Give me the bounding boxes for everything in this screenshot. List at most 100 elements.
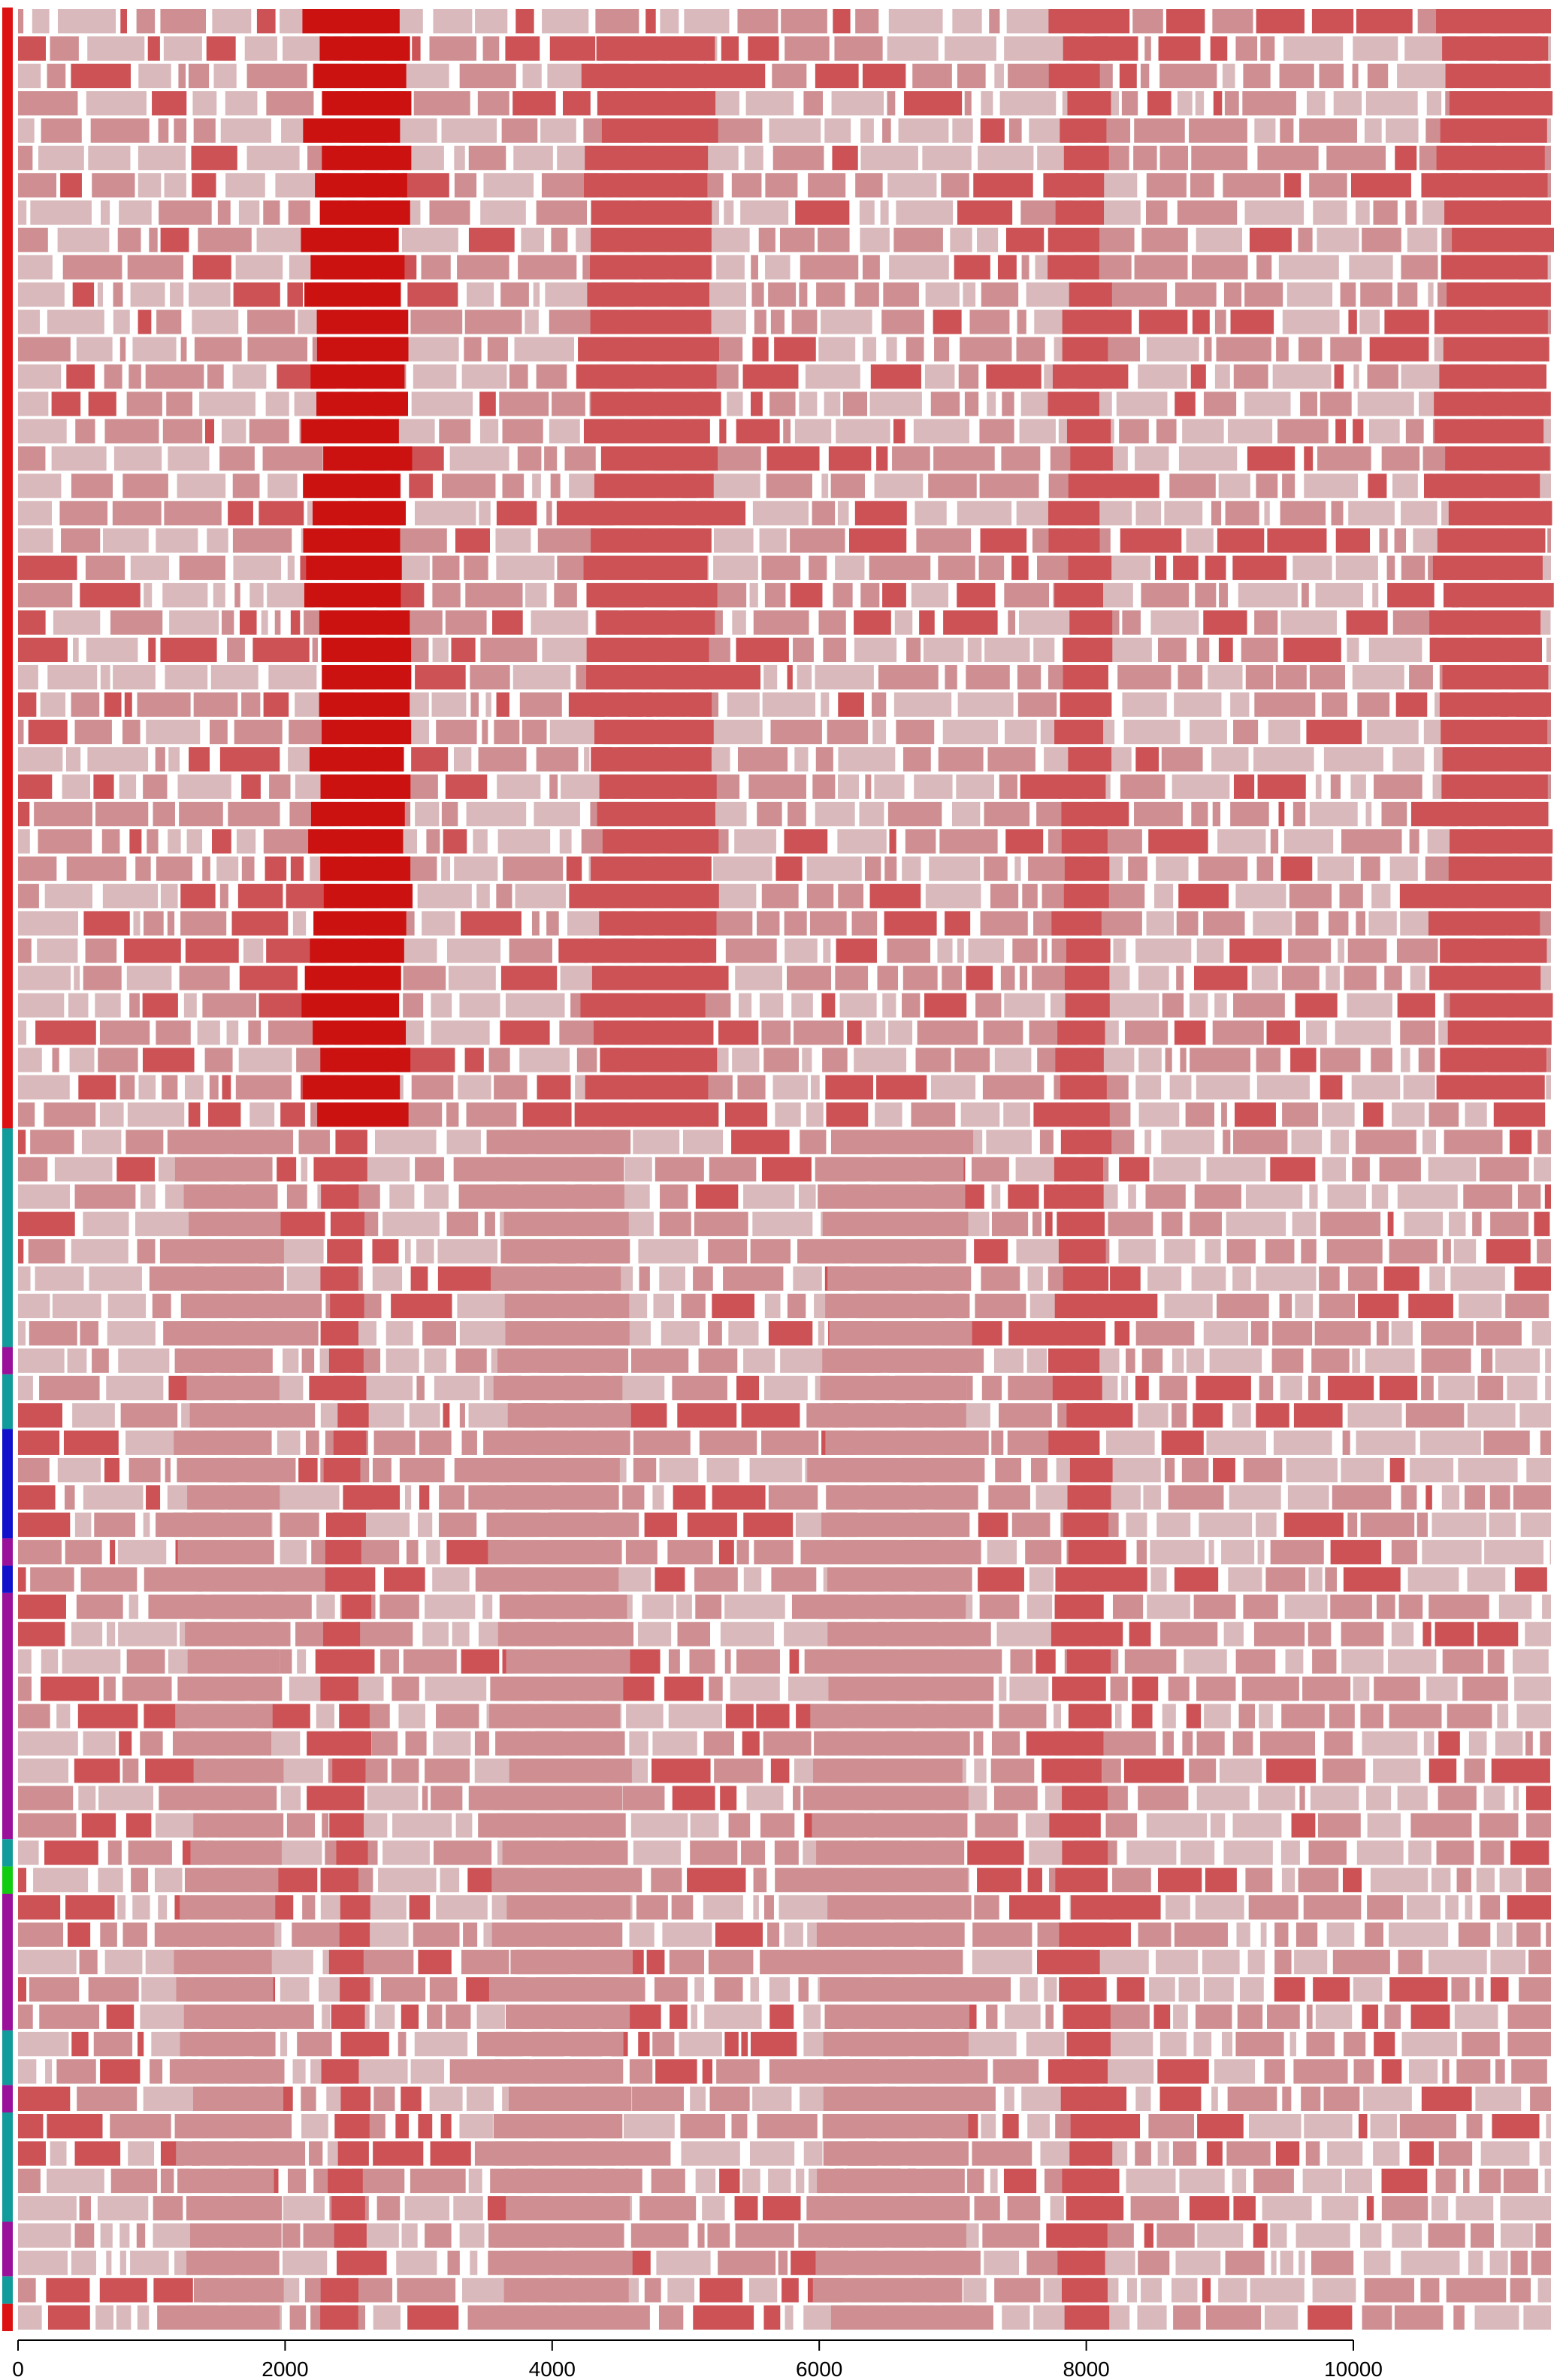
- cell-row-52: [1206, 1430, 1266, 1455]
- feature-2-row-30: [1061, 829, 1108, 854]
- cell-row-73: [1195, 2004, 1232, 2029]
- cell-row-8: [551, 228, 568, 253]
- feature-0-row-29: [310, 801, 405, 827]
- feature-5-row-41: [180, 1130, 276, 1154]
- cell-row-60: [18, 1649, 32, 1674]
- cell-row-60: [668, 1649, 680, 1674]
- cell-row-37: [99, 1020, 150, 1045]
- feature-2-row-46: [1063, 1266, 1109, 1291]
- feature-1-row-52: [333, 1430, 367, 1455]
- cell-row-81: [1197, 2223, 1244, 2248]
- cell-row-57: [1467, 1567, 1506, 1592]
- cell-row-19: [980, 528, 1027, 553]
- cell-row-30: [1148, 829, 1208, 854]
- cell-row-46: [639, 1266, 650, 1291]
- cell-row-49: [92, 1348, 109, 1373]
- cell-row-69: [974, 1895, 999, 1920]
- cell-row-6: [483, 173, 534, 198]
- cell-row-34: [446, 938, 501, 963]
- cell-row-63: [742, 1731, 760, 1756]
- feature-6-row-43: [496, 1184, 624, 1209]
- feature-2-row-16: [1070, 446, 1113, 471]
- cell-row-13: [1272, 364, 1332, 389]
- cell-row-70: [1174, 1922, 1228, 1947]
- cell-row-69: [18, 1895, 61, 1920]
- cell-row-67: [1408, 1840, 1432, 1865]
- cell-row-36: [505, 993, 565, 1018]
- cell-row-73: [427, 2004, 443, 2029]
- cell-row-41: [446, 1130, 481, 1154]
- cell-row-71: [1490, 1949, 1526, 1975]
- cell-row-22: [1346, 610, 1388, 635]
- cell-row-27: [411, 747, 449, 772]
- cell-row-30: [473, 829, 488, 854]
- cell-row-22: [732, 610, 746, 635]
- feature-1-row-78: [337, 2141, 369, 2166]
- cell-row-79: [651, 2168, 685, 2194]
- cell-row-44: [18, 1211, 75, 1236]
- cell-row-21: [749, 582, 758, 608]
- feature-0-row-39: [303, 1075, 401, 1100]
- cell-row-57: [694, 1567, 738, 1592]
- cell-row-58: [1147, 1594, 1190, 1619]
- cell-row-36: [1397, 993, 1435, 1018]
- cell-row-78: [50, 2141, 67, 2166]
- cell-row-40: [1033, 1102, 1068, 1127]
- feature-2-row-26: [1054, 719, 1104, 745]
- cell-row-25: [263, 692, 289, 717]
- cell-row-48: [107, 1321, 156, 1346]
- cell-row-61: [1374, 1676, 1420, 1701]
- cell-row-37: [983, 1020, 1023, 1045]
- feature-2-row-41: [1068, 1130, 1112, 1154]
- feature-0-row-22: [319, 610, 410, 635]
- cell-row-0: [1311, 9, 1354, 34]
- cell-row-57: [432, 1567, 470, 1592]
- cell-row-68: [651, 1867, 682, 1892]
- cell-row-71: [1528, 1949, 1551, 1975]
- cell-row-12: [774, 337, 816, 361]
- cell-row-37: [847, 1020, 862, 1045]
- cell-row-68: [33, 1867, 89, 1892]
- cell-row-21: [162, 582, 208, 608]
- cell-row-76: [1135, 2086, 1151, 2111]
- cell-row-7: [1244, 200, 1305, 225]
- feature-2-row-67: [1062, 1840, 1108, 1865]
- cell-row-33: [133, 911, 141, 936]
- feature-2-row-34: [1066, 938, 1111, 963]
- cell-row-46: [1232, 1266, 1251, 1291]
- cell-row-82: [778, 2250, 788, 2276]
- x-axis: 0 2000 4000 6000 8000 10000: [12, 2339, 1383, 2380]
- cell-row-37: [888, 1020, 913, 1045]
- cell-row-75: [1106, 2059, 1154, 2084]
- cell-row-50: [1421, 1375, 1434, 1401]
- cell-row-47: [1279, 1293, 1292, 1319]
- cell-row-52: [419, 1430, 452, 1455]
- cell-row-17: [177, 473, 226, 498]
- cell-row-41: [374, 1130, 437, 1154]
- cell-row-65: [793, 1786, 801, 1810]
- cell-row-77: [680, 2113, 726, 2139]
- cell-row-80: [1321, 2196, 1359, 2221]
- cell-row-35: [239, 966, 298, 990]
- cell-row-35: [902, 966, 938, 990]
- feature-1-row-44: [330, 1211, 365, 1236]
- feature-6-row-74: [494, 2031, 624, 2057]
- cell-row-75: [56, 2059, 96, 2084]
- cell-row-49: [1311, 1348, 1350, 1373]
- cell-row-77: [1002, 2113, 1019, 2139]
- cell-row-45: [1301, 1238, 1317, 1264]
- cell-row-44: [484, 1211, 495, 1236]
- cell-row-67: [1280, 1840, 1300, 1865]
- cell-row-45: [638, 1238, 699, 1264]
- feature-3-row-24: [586, 665, 709, 690]
- cell-row-24: [470, 665, 510, 690]
- cell-row-49: [1495, 1348, 1540, 1373]
- cell-row-77: [1466, 2113, 1483, 2139]
- cell-row-14: [842, 392, 867, 416]
- cell-row-17: [1256, 473, 1278, 498]
- feature-1-row-49: [328, 1348, 364, 1373]
- cell-row-45: [28, 1238, 65, 1264]
- cell-row-28: [497, 774, 541, 799]
- cell-row-82: [1510, 2250, 1528, 2276]
- feature-6-row-51: [507, 1403, 631, 1428]
